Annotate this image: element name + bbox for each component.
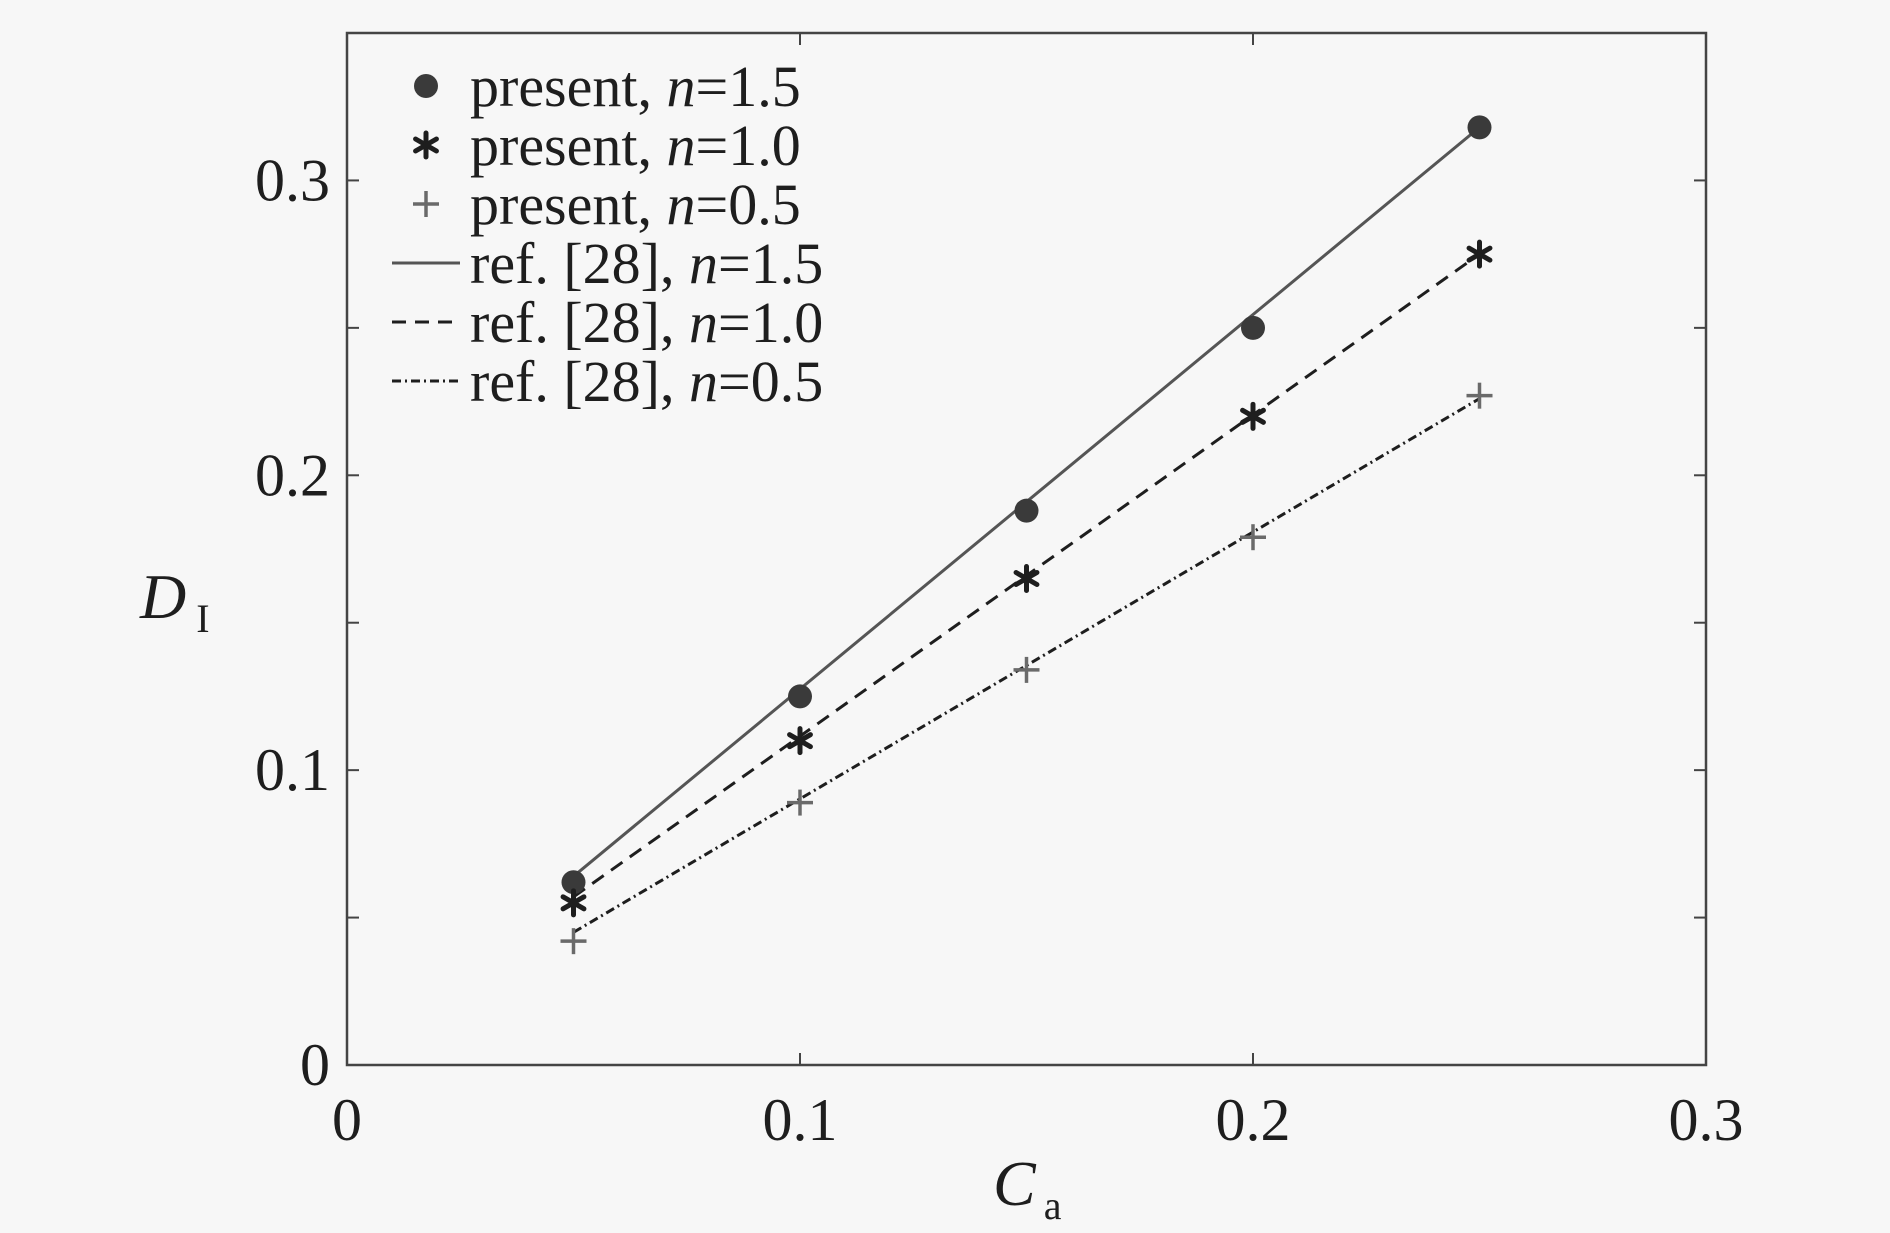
axis-ticks: 0 0.1 0.2 0.3 0 0.1 0.2 0.3 [255,32,1744,1153]
legend-marker-asterisk [413,130,439,160]
x-tick-label: 0.3 [1669,1087,1744,1153]
series-line [572,397,1481,934]
legend-marker-plus [413,191,439,217]
data-point-plus [1466,382,1493,409]
data-point-asterisk [1013,563,1040,593]
data-point-asterisk [560,888,587,918]
data-point-circle [788,684,812,709]
data-point-asterisk [1240,401,1266,431]
x-tick-label: 0.2 [1216,1087,1291,1153]
legend-label: present, n=1.0 [470,113,801,178]
y-tick-label: 0.2 [255,442,330,508]
data-point-plus [1240,524,1266,551]
legend-label: present, n=1.5 [470,54,801,119]
legend-label: ref. [28], n=0.5 [470,349,823,414]
data-point-asterisk [1466,239,1493,269]
legend-label: ref. [28], n=1.0 [470,290,823,355]
data-point-circle [561,870,586,895]
legend-label: ref. [28], n=1.5 [470,231,823,296]
x-tick-label: 0.1 [763,1087,838,1153]
data-point-plus [1013,656,1040,683]
data-point-circle [1014,498,1039,523]
data-point-plus [560,928,587,955]
legend-label: present, n=0.5 [470,172,801,237]
data-point-plus [787,789,813,816]
data-markers [560,115,1493,955]
y-tick-label: 0 [300,1032,330,1098]
data-point-circle [1241,315,1265,340]
x-tick-label: 0 [332,1087,362,1153]
y-tick-label: 0.1 [255,737,330,803]
data-point-asterisk [787,726,813,756]
legend-marker-circle [414,74,438,98]
y-tick-label: 0.3 [255,147,330,213]
data-point-circle [1467,115,1492,140]
